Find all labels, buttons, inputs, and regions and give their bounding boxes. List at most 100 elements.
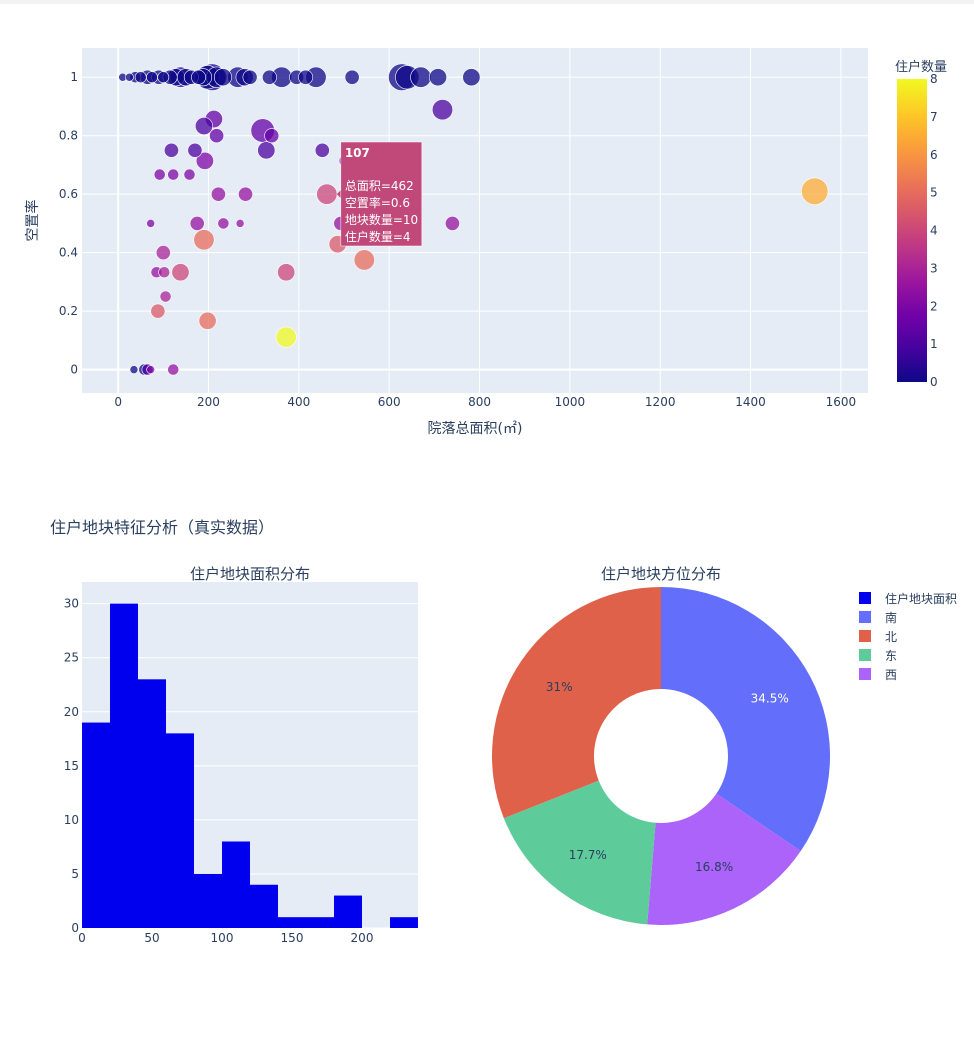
scatter-point <box>171 263 190 282</box>
tooltip-box <box>340 141 423 247</box>
x-tick-label: 200 <box>197 395 220 409</box>
y-tick-label: 0.4 <box>59 246 78 260</box>
histogram-bar <box>82 722 110 928</box>
scatter-point <box>157 71 170 84</box>
pie-slice-label: 34.5% <box>751 691 789 705</box>
tooltip-title: 107 <box>345 146 370 160</box>
scatter-point <box>125 72 134 82</box>
legend-label: 东 <box>885 649 897 663</box>
scatter-point <box>316 183 338 205</box>
x-tick-label: 800 <box>468 395 491 409</box>
scatter-plot-area <box>82 48 868 393</box>
legend-swatch <box>859 649 871 661</box>
scatter-point <box>213 68 232 87</box>
x-tick-label: 1600 <box>826 395 857 409</box>
colorbar-tick-label: 7 <box>930 110 938 124</box>
colorbar-tick-label: 4 <box>930 224 938 238</box>
pie-slice <box>647 793 801 925</box>
y-tick-label: 30 <box>64 597 79 611</box>
histogram-bar <box>166 733 194 928</box>
scatter-point <box>134 71 147 84</box>
scatter-point <box>193 229 215 251</box>
histogram-bar <box>250 884 278 928</box>
scatter-point <box>257 141 276 160</box>
histogram-bar <box>390 917 418 928</box>
scatter-point <box>150 303 166 319</box>
scatter-point <box>153 168 166 181</box>
scatter-point <box>217 217 230 230</box>
scatter-point <box>146 365 156 374</box>
scatter-chart[interactable]: 0 200 400 600 800 1000 1200 1400 1600 0 0.2 0.4 0.6 0… <box>0 0 974 460</box>
y-tick-label: 25 <box>64 651 79 665</box>
colorbar <box>897 79 927 382</box>
legend-label: 南 <box>885 610 897 625</box>
scatter-point <box>209 128 225 144</box>
histogram-bar <box>138 679 166 928</box>
histogram-bar <box>334 895 362 928</box>
scatter-point <box>198 311 217 330</box>
colorbar-tick-label: 6 <box>930 148 938 162</box>
scatter-point <box>210 186 226 202</box>
x-tick-label: 100 <box>211 931 234 945</box>
scatter-point <box>262 69 277 85</box>
legend-swatch <box>859 668 871 680</box>
pie-title: 住户地块方位分布 <box>601 565 721 583</box>
top-divider <box>0 0 974 4</box>
pie-slice-label: 16.8% <box>695 860 733 874</box>
histogram-bar <box>222 841 250 928</box>
scatter-point <box>146 219 156 228</box>
scatter-point <box>277 263 296 282</box>
y-tick-label: 10 <box>64 813 79 827</box>
scatter-point <box>410 66 432 88</box>
x-tick-label: 400 <box>287 395 310 409</box>
colorbar-title: 住户数量 <box>895 59 947 75</box>
figure-title: 住户地块特征分析（真实数据） <box>50 518 274 537</box>
scatter-point <box>189 215 205 231</box>
scatter-point <box>191 69 206 85</box>
scatter-point <box>194 117 213 136</box>
y-tick-label: 0.2 <box>59 304 78 318</box>
pie-slice <box>491 587 661 819</box>
scatter-point <box>431 99 454 121</box>
x-tick-label: 0 <box>78 931 86 945</box>
tooltip-line: 地块数量=10 <box>345 212 418 227</box>
scatter-point <box>129 365 139 374</box>
pie-slice <box>503 780 656 925</box>
histogram-bar <box>278 917 306 928</box>
scatter-point <box>146 71 158 84</box>
scatter-point <box>167 168 180 181</box>
scatter-point <box>462 68 481 87</box>
x-tick-label: 1000 <box>555 395 586 409</box>
scatter-point <box>298 69 314 85</box>
y-tick-label: 0.8 <box>59 129 78 143</box>
x-tick-label: 1400 <box>735 395 766 409</box>
colorbar-tick-label: 3 <box>930 261 938 275</box>
scatter-point <box>264 128 280 144</box>
scatter-point <box>353 249 375 271</box>
pie-slice-label: 17.7% <box>569 848 607 862</box>
legend-swatch <box>859 611 871 623</box>
y-tick-label: 20 <box>64 705 79 719</box>
scatter-point <box>195 151 214 170</box>
x-tick-label: 200 <box>351 931 374 945</box>
y-axis-title: 空置率 <box>24 200 41 242</box>
scatter-point <box>444 215 460 231</box>
subplots-figure[interactable]: 住户地块特征分析（真实数据） 住户地块面积分布 0 5 10 15 20 25 30 0 50 100… <box>0 460 974 1046</box>
scatter-point <box>344 69 360 85</box>
scatter-point <box>187 142 203 158</box>
colorbar-tick-label: 1 <box>930 337 938 351</box>
scatter-point <box>155 245 171 261</box>
colorbar-tick-label: 8 <box>930 72 938 86</box>
colorbar-tick-label: 0 <box>930 375 938 389</box>
scatter-point <box>238 186 253 202</box>
x-tick-label: 1200 <box>645 395 676 409</box>
y-tick-label: 5 <box>71 867 79 881</box>
y-tick-label: 1 <box>70 70 78 84</box>
scatter-point <box>183 168 196 181</box>
scatter-point <box>159 290 172 303</box>
legend-swatch <box>859 592 871 604</box>
y-tick-label: 15 <box>64 759 79 773</box>
x-axis-title: 院落总面积(㎡) <box>428 421 523 437</box>
tooltip-line: 总面积=462 <box>345 179 414 193</box>
